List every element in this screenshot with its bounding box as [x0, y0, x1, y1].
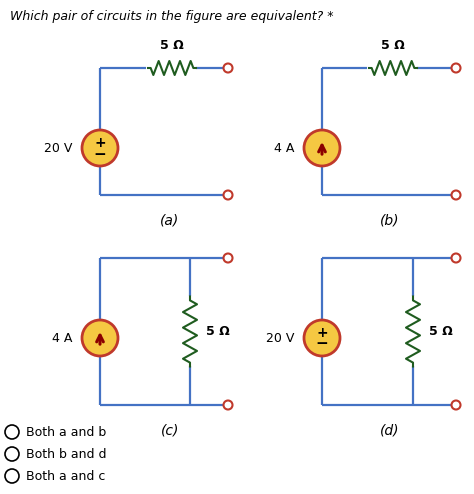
Text: (c): (c) — [161, 423, 179, 437]
Text: Which pair of circuits in the figure are equivalent? *: Which pair of circuits in the figure are… — [10, 10, 334, 23]
Circle shape — [304, 130, 340, 166]
Text: 5 Ω: 5 Ω — [429, 325, 453, 338]
Text: (d): (d) — [380, 423, 400, 437]
Text: 4 A: 4 A — [52, 331, 72, 344]
Text: 20 V: 20 V — [44, 141, 72, 155]
Circle shape — [224, 401, 233, 410]
Circle shape — [452, 64, 461, 73]
Circle shape — [452, 191, 461, 200]
Circle shape — [82, 130, 118, 166]
Circle shape — [224, 64, 233, 73]
Text: 20 V: 20 V — [265, 331, 294, 344]
Circle shape — [452, 401, 461, 410]
Text: 5 Ω: 5 Ω — [381, 39, 405, 52]
Circle shape — [224, 191, 233, 200]
Text: (b): (b) — [380, 213, 400, 227]
Text: −: − — [316, 336, 328, 352]
Text: Both a and b: Both a and b — [26, 425, 106, 439]
Circle shape — [224, 253, 233, 262]
Text: Both b and d: Both b and d — [26, 448, 107, 460]
Circle shape — [82, 320, 118, 356]
Text: 5 Ω: 5 Ω — [206, 325, 230, 338]
Text: +: + — [316, 326, 328, 340]
Circle shape — [452, 253, 461, 262]
Text: (a): (a) — [160, 213, 180, 227]
Text: 5 Ω: 5 Ω — [160, 39, 184, 52]
Text: 4 A: 4 A — [273, 141, 294, 155]
Text: +: + — [94, 136, 106, 150]
Circle shape — [304, 320, 340, 356]
Text: Both a and c: Both a and c — [26, 469, 105, 483]
Text: −: − — [94, 147, 106, 162]
